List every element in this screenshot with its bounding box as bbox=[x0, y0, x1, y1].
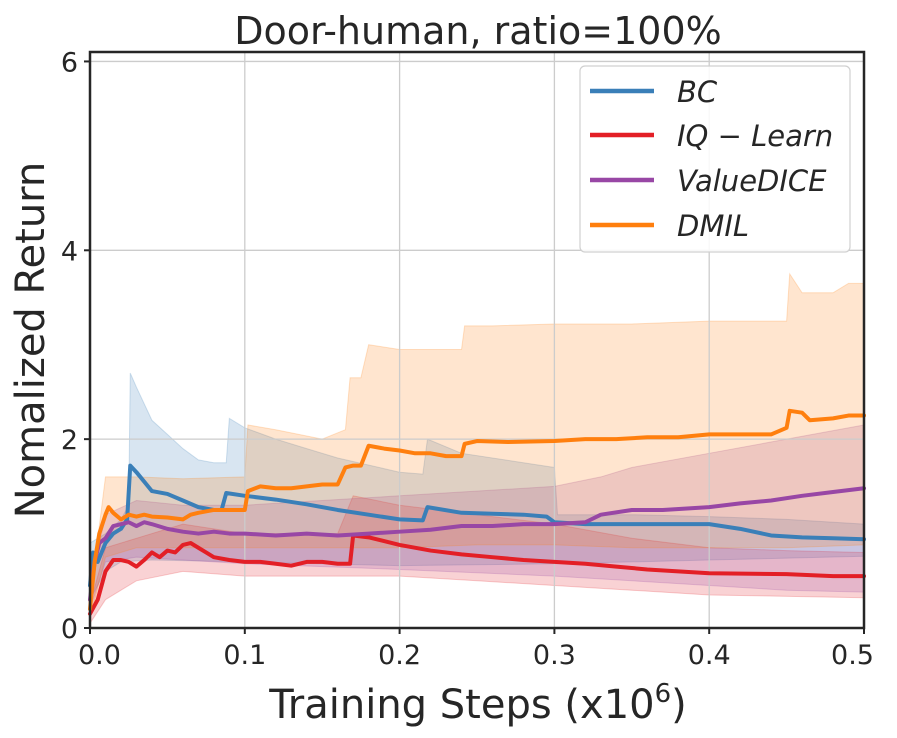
y-axis-label: Nomalized Return bbox=[8, 162, 54, 519]
x-tick-label: 0.4 bbox=[688, 640, 731, 671]
chart-title: Door-human, ratio=100% bbox=[234, 9, 721, 53]
x-axis-label-base: Training Steps (x10 bbox=[268, 682, 654, 728]
line-valuedice bbox=[88, 486, 866, 602]
x-axis-label-suffix: ) bbox=[671, 682, 687, 728]
legend-box bbox=[579, 65, 851, 253]
x-tick-label: 0.5 bbox=[831, 640, 874, 671]
x-axis-label: Training Steps (x106) bbox=[268, 679, 687, 728]
band-dmil bbox=[89, 272, 865, 619]
y-tick-label: 4 bbox=[61, 236, 78, 267]
legend-label-iq-learn: IQ − Learn bbox=[677, 119, 833, 153]
legend-label-dmil: DMIL bbox=[677, 209, 749, 243]
series-lines bbox=[88, 408, 866, 616]
x-tick-label: 0.2 bbox=[378, 640, 421, 671]
y-tick-label: 0 bbox=[61, 614, 78, 645]
y-tick-label: 2 bbox=[61, 425, 78, 456]
legend: BC IQ − Learn ValueDICE DMIL bbox=[579, 65, 851, 253]
x-tick-label: 0.1 bbox=[223, 640, 266, 671]
line-iq-learn bbox=[88, 533, 866, 616]
x-tick-label: 0.0 bbox=[78, 640, 121, 671]
line-bc bbox=[88, 463, 866, 588]
x-tick-label: 0.3 bbox=[533, 640, 576, 671]
line-dmil bbox=[88, 408, 866, 612]
ticks: 0.0 0.1 0.2 0.3 0.4 0.5 0 2 4 6 bbox=[61, 47, 874, 671]
confidence-bands bbox=[89, 272, 865, 625]
y-tick-label: 6 bbox=[61, 47, 78, 78]
legend-label-valuedice: ValueDICE bbox=[677, 164, 827, 198]
x-axis-label-exponent: 6 bbox=[655, 679, 672, 709]
legend-label-bc: BC bbox=[677, 75, 718, 109]
band-bc bbox=[89, 372, 865, 600]
plot-frame bbox=[88, 50, 866, 630]
